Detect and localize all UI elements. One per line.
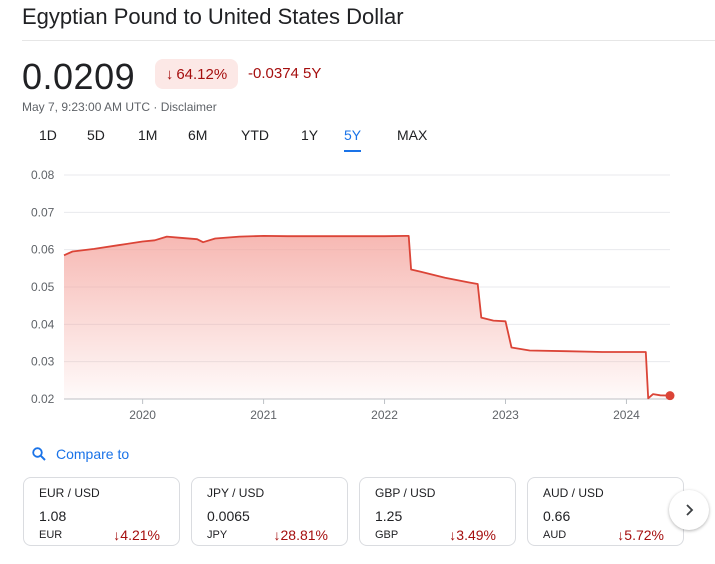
card-value: 1.25 [375, 508, 403, 524]
compare-to-label: Compare to [56, 446, 130, 462]
y-tick-label: 0.07 [31, 205, 55, 219]
tab-ytd[interactable]: YTD [241, 127, 269, 143]
absolute-change: -0.0374 5Y [248, 65, 322, 82]
card-value: 1.08 [39, 508, 67, 524]
area-fill [64, 235, 670, 399]
percent-change-badge: ↓ 64.12% [155, 59, 238, 89]
search-icon [32, 447, 46, 461]
percent-change-value: 64.12% [176, 65, 228, 83]
chevron-right-icon [686, 504, 694, 516]
next-cards-button[interactable] [669, 490, 709, 530]
card-currency: EUR [39, 529, 63, 541]
card-currency: GBP [375, 529, 399, 541]
x-tick-label: 2023 [492, 408, 519, 422]
series-line [63, 235, 671, 400]
compare-card-gbp-usd[interactable]: GBP / USD 1.25 GBP ↓3.49% [359, 477, 516, 546]
card-pair: JPY / USD [207, 486, 265, 500]
compare-card-eur-usd[interactable]: EUR / USD 1.08 EUR ↓4.21% [23, 477, 180, 546]
card-pair: AUD / USD [543, 486, 604, 500]
card-value: 0.66 [543, 508, 571, 524]
x-tick-label: 2021 [250, 408, 277, 422]
tab-max[interactable]: MAX [397, 127, 428, 143]
card-change: ↓4.21% [113, 527, 160, 543]
tab-5y[interactable]: 5Y [344, 126, 362, 152]
y-tick-label: 0.02 [31, 392, 55, 406]
current-price: 0.0209 [22, 56, 136, 97]
card-pair: EUR / USD [39, 486, 100, 500]
page-title: Egyptian Pound to United States Dollar [22, 4, 404, 29]
y-tick-label: 0.08 [31, 168, 55, 182]
card-currency: AUD [543, 529, 567, 541]
down-arrow-icon: ↓ [165, 65, 174, 83]
card-value: 0.0065 [207, 508, 250, 524]
exchange-rate-chart[interactable]: 0.08 0.07 0.06 0.05 0.04 0.03 0.02 2020 2021 2022… [22, 162, 682, 430]
compare-card-jpy-usd[interactable]: JPY / USD 0.0065 JPY ↓28.81% [191, 477, 348, 546]
current-value-point [665, 391, 675, 401]
tab-5d[interactable]: 5D [87, 127, 105, 143]
card-change: ↓28.81% [273, 527, 328, 543]
tab-6m[interactable]: 6M [188, 127, 208, 143]
compare-card-aud-usd[interactable]: AUD / USD 0.66 AUD ↓5.72% [527, 477, 684, 546]
y-tick-label: 0.06 [31, 243, 55, 257]
card-change: ↓3.49% [449, 527, 496, 543]
timestamp-disclaimer[interactable]: May 7, 9:23:00 AM UTC · Disclaimer [22, 100, 217, 114]
card-change: ↓5.72% [617, 527, 664, 543]
y-tick-label: 0.04 [31, 317, 55, 331]
divider [22, 40, 715, 41]
card-currency: JPY [207, 529, 228, 541]
x-tick-label: 2022 [371, 408, 398, 422]
x-tick-label: 2020 [129, 408, 156, 422]
compare-to-button[interactable]: Compare to [32, 446, 129, 462]
tab-1d[interactable]: 1D [39, 127, 57, 143]
tab-1y[interactable]: 1Y [301, 127, 319, 143]
y-tick-label: 0.03 [31, 355, 55, 369]
y-tick-label: 0.05 [31, 280, 55, 294]
card-pair: GBP / USD [375, 486, 436, 500]
x-tick-label: 2024 [613, 408, 640, 422]
tab-1m[interactable]: 1M [138, 127, 158, 143]
